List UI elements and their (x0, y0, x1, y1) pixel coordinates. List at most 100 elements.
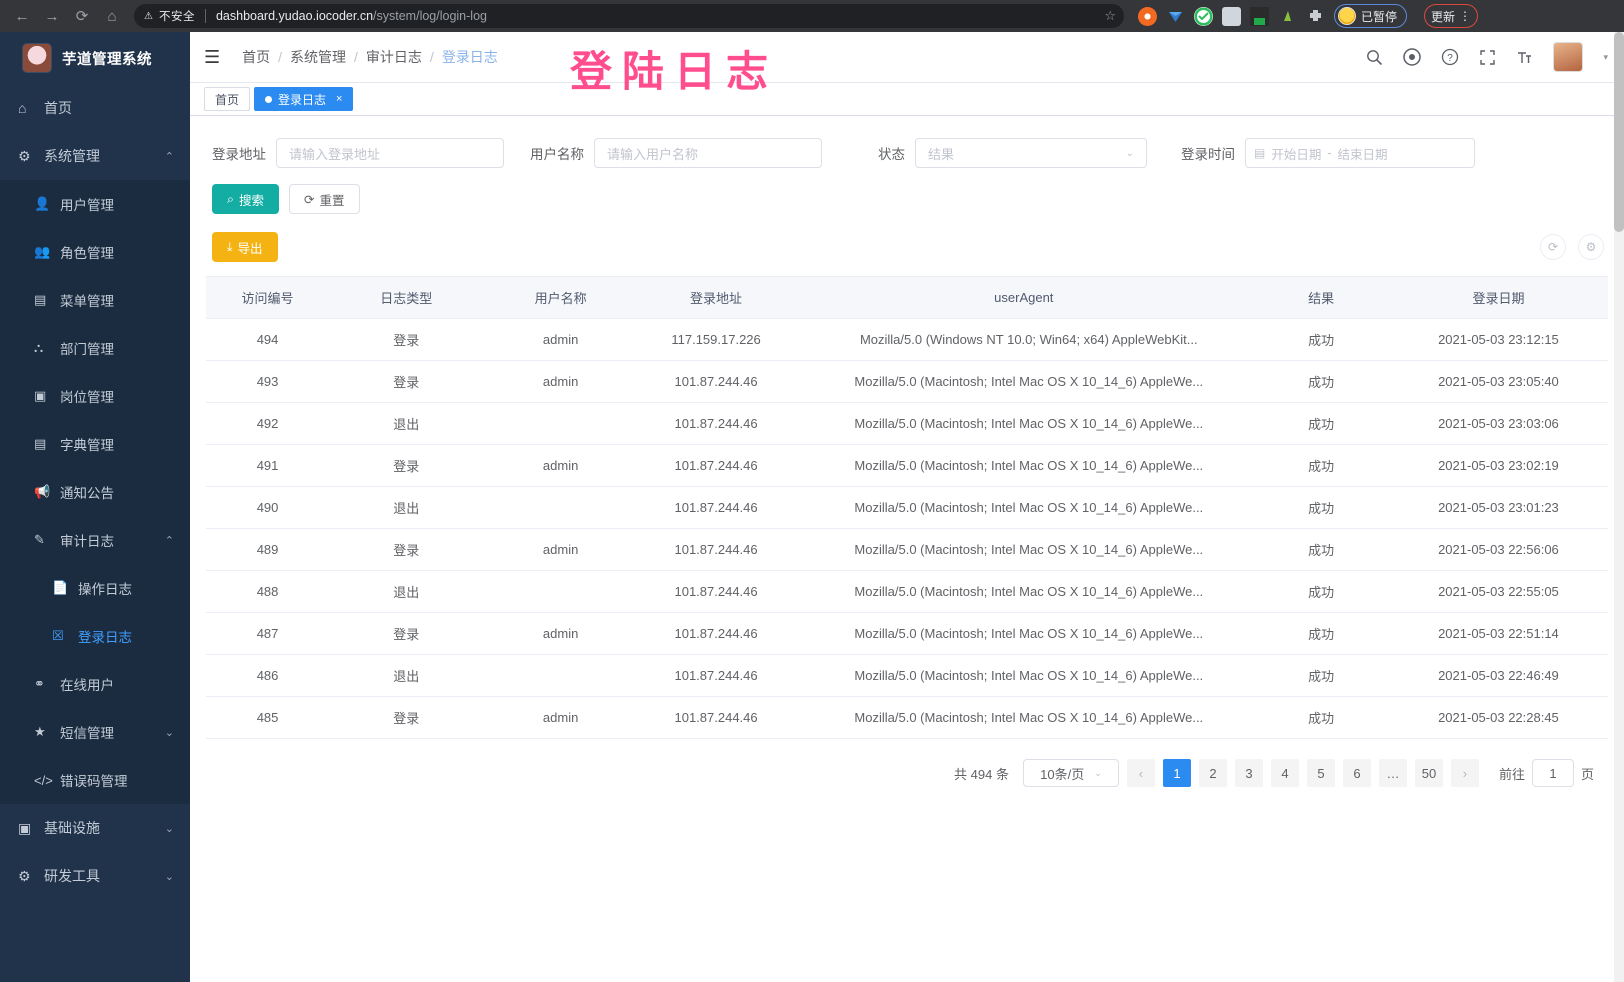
table-row[interactable]: 490 退出 101.87.244.46 Mozilla/5.0 (Macint… (206, 486, 1608, 529)
breadcrumb-item-system[interactable]: 系统管理 (290, 49, 347, 65)
user-name-input[interactable]: 请输入用户名称 (594, 138, 822, 168)
cell-date: 2021-05-03 22:51:14 (1388, 612, 1608, 655)
sidebar-item-label: 系统管理 (44, 148, 100, 164)
sidebar-item-label: 首页 (44, 100, 72, 116)
sidebar-item-user-mgmt[interactable]: 👤 用户管理 (0, 180, 190, 228)
sidebar-item-online-user[interactable]: ⚭ 在线用户 (0, 660, 190, 708)
sidebar-item-dept-mgmt[interactable]: ⛬ 部门管理 (0, 324, 190, 372)
status-select[interactable]: 结果 ⌄ (915, 138, 1147, 168)
filter-user-name-group: 用户名称 请输入用户名称 (530, 138, 822, 168)
login-addr-input[interactable]: 请输入登录地址 (276, 138, 504, 168)
sidebar-item-home[interactable]: ⌂ 首页 (0, 84, 190, 132)
help-icon[interactable]: ? (1441, 48, 1459, 66)
column-header-id[interactable]: 访问编号 (206, 276, 330, 319)
hamburger-menu-icon[interactable]: ☰ (204, 46, 221, 67)
pagination-page-2[interactable]: 2 (1198, 759, 1227, 787)
extension-icon-2[interactable] (1166, 7, 1185, 26)
table-row[interactable]: 488 退出 101.87.244.46 Mozilla/5.0 (Macint… (206, 570, 1608, 613)
sidebar-item-login-log[interactable]: ☒ 登录日志 (0, 612, 190, 660)
export-button[interactable]: ⤓ 导出 (212, 232, 278, 262)
back-arrow-icon[interactable]: ← (14, 7, 30, 25)
extension-icon-5[interactable] (1250, 6, 1269, 26)
tab-login-log[interactable]: 登录日志 × (254, 87, 354, 111)
refresh-tool-icon[interactable]: ⟳ (1540, 234, 1566, 260)
page-scrollbar[interactable] (1614, 32, 1624, 982)
cell-id: 488 (206, 570, 330, 613)
search-icon[interactable] (1366, 49, 1383, 66)
search-button-label: 搜索 (239, 193, 265, 208)
home-icon[interactable]: ⌂ (107, 7, 117, 25)
column-header-addr[interactable]: 登录地址 (637, 276, 795, 319)
table-row[interactable]: 487 登录 admin 101.87.244.46 Mozilla/5.0 (… (206, 612, 1608, 655)
chevron-down-icon[interactable]: ▾ (1603, 51, 1608, 62)
pagination-next-button[interactable]: › (1450, 759, 1479, 787)
forward-arrow-icon[interactable]: → (44, 7, 60, 25)
table-row[interactable]: 486 退出 101.87.244.46 Mozilla/5.0 (Macint… (206, 654, 1608, 697)
breadcrumb-item-home[interactable]: 首页 (242, 49, 271, 65)
address-bar[interactable]: ⚠ 不安全 dashboard.yudao.iocoder.cn/system/… (134, 4, 1124, 28)
cell-ua: Mozilla/5.0 (Macintosh; Intel Mac OS X 1… (794, 654, 1254, 697)
scrollbar-thumb[interactable] (1614, 32, 1624, 232)
table-row[interactable]: 492 退出 101.87.244.46 Mozilla/5.0 (Macint… (206, 402, 1608, 445)
pagination-page-5[interactable]: 5 (1306, 759, 1335, 787)
reset-button[interactable]: ⟳ 重置 (289, 184, 360, 214)
sidebar-item-sms-mgmt[interactable]: ★ 短信管理 ⌄ (0, 708, 190, 756)
column-settings-icon[interactable]: ⚙ (1578, 234, 1604, 260)
reload-icon[interactable]: ⟳ (75, 8, 89, 25)
kebab-menu-icon[interactable]: ⋮ (1459, 9, 1472, 23)
fullscreen-icon[interactable] (1479, 49, 1496, 66)
cell-ua: Mozilla/5.0 (Macintosh; Intel Mac OS X 1… (794, 528, 1254, 571)
extension-icon-4[interactable] (1222, 6, 1241, 26)
pagination-page-4[interactable]: 4 (1270, 759, 1299, 787)
sidebar-item-system[interactable]: ⚙ 系统管理 ⌃ (0, 132, 190, 180)
sidebar-item-role-mgmt[interactable]: 👥 角色管理 (0, 228, 190, 276)
search-button[interactable]: ⌕ 搜索 (212, 184, 280, 214)
extension-icon-3[interactable] (1194, 6, 1213, 26)
pagination-page-last[interactable]: 50 (1414, 759, 1443, 787)
table-row[interactable]: 485 登录 admin 101.87.244.46 Mozilla/5.0 (… (206, 696, 1608, 739)
github-icon[interactable] (1403, 48, 1422, 66)
table-row[interactable]: 494 登录 admin 117.159.17.226 Mozilla/5.0 … (206, 318, 1608, 361)
breadcrumb-item-audit[interactable]: 审计日志 (365, 49, 422, 65)
pagination-page-6[interactable]: 6 (1342, 759, 1371, 787)
sidebar-item-dev-tools[interactable]: ⚙ 研发工具 ⌄ (0, 852, 190, 900)
sidebar-item-operation-log[interactable]: 📄 操作日志 (0, 564, 190, 612)
table-row[interactable]: 491 登录 admin 101.87.244.46 Mozilla/5.0 (… (206, 444, 1608, 487)
pagination-page-1[interactable]: 1 (1162, 759, 1191, 787)
sidebar-item-dict-mgmt[interactable]: ▤ 字典管理 (0, 420, 190, 468)
sidebar-item-audit-log[interactable]: ✎ 审计日志 ⌃ (0, 516, 190, 564)
pagination-page-3[interactable]: 3 (1234, 759, 1263, 787)
table-row[interactable]: 493 登录 admin 101.87.244.46 Mozilla/5.0 (… (206, 360, 1608, 403)
cell-date: 2021-05-03 23:02:19 (1388, 444, 1608, 487)
star-icon[interactable]: ☆ (1104, 8, 1116, 23)
sidebar-item-error-code[interactable]: </> 错误码管理 (0, 756, 190, 804)
sidebar-item-infrastructure[interactable]: ▣ 基础设施 ⌄ (0, 804, 190, 852)
login-time-range-picker[interactable]: ▤ 开始日期 - 结束日期 (1245, 138, 1475, 168)
sidebar-logo[interactable]: 芋道管理系统 (0, 32, 190, 84)
extension-icon-6[interactable] (1278, 7, 1297, 26)
pagination-ellipsis[interactable]: … (1378, 759, 1407, 787)
close-icon[interactable]: × (336, 93, 343, 105)
update-badge[interactable]: 更新 ⋮ (1424, 4, 1479, 28)
cell-ua: Mozilla/5.0 (Macintosh; Intel Mac OS X 1… (794, 360, 1254, 403)
sidebar-item-label: 用户管理 (60, 198, 114, 213)
sidebar-item-notice[interactable]: 📢 通知公告 (0, 468, 190, 516)
pagination-jump-input[interactable]: 1 (1531, 759, 1574, 787)
puzzle-extension-icon[interactable] (1306, 7, 1325, 26)
page-size-select[interactable]: 10条/页 ⌄ (1022, 759, 1119, 787)
sidebar-item-post-mgmt[interactable]: ▣ 岗位管理 (0, 372, 190, 420)
column-header-ua[interactable]: userAgent (794, 276, 1254, 319)
paused-badge[interactable]: 已暂停 (1334, 4, 1408, 28)
user-avatar[interactable] (1553, 42, 1584, 72)
column-header-type[interactable]: 日志类型 (329, 276, 484, 319)
column-header-result[interactable]: 结果 (1253, 276, 1389, 319)
table-row[interactable]: 489 登录 admin 101.87.244.46 Mozilla/5.0 (… (206, 528, 1608, 571)
column-header-date[interactable]: 登录日期 (1388, 276, 1608, 319)
column-header-user[interactable]: 用户名称 (483, 276, 638, 319)
sidebar-item-menu-mgmt[interactable]: ▤ 菜单管理 (0, 276, 190, 324)
extension-icon-1[interactable] (1138, 6, 1157, 26)
cell-type: 退出 (329, 654, 484, 697)
font-size-icon[interactable] (1516, 49, 1533, 66)
pagination-prev-button[interactable]: ‹ (1126, 759, 1155, 787)
tab-home[interactable]: 首页 (204, 87, 251, 111)
